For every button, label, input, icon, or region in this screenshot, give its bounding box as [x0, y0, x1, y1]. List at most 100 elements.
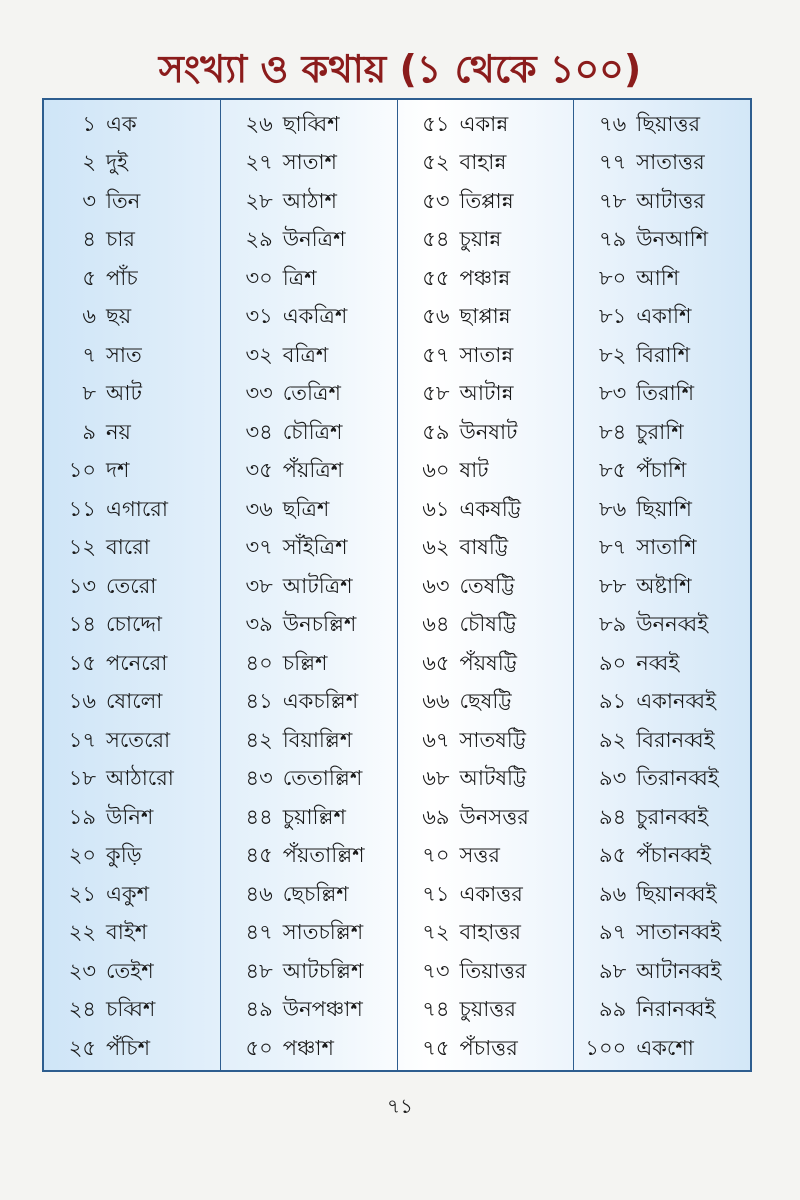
table-row: ২৫ পঁচিশ [44, 1030, 220, 1069]
table-row: ৩৮ আটত্রিশ [221, 568, 397, 607]
table-row: ১৪ চোদ্দো [44, 607, 220, 646]
number-numeral: ৯১ [598, 689, 627, 714]
number-word: পনেরো [106, 650, 168, 675]
table-row: ৯৮ আটানব্বই [574, 953, 750, 992]
number-word: এক [106, 111, 137, 136]
number-numeral: ৬ [82, 304, 96, 329]
table-row: ৬২ বাষট্টি [398, 530, 574, 569]
number-word: বাষট্টি [459, 535, 509, 560]
number-word: উনসত্তর [459, 804, 529, 829]
number-word: সাতাশ [282, 150, 337, 175]
table-row: ৯৭ সাতানব্বই [574, 915, 750, 954]
table-row: ৫৭ সাতান্ন [398, 337, 574, 376]
number-numeral: ৪৫ [245, 843, 273, 868]
number-numeral: ৯২ [598, 727, 627, 752]
number-word: পঁয়ষট্টি [459, 650, 517, 675]
number-numeral: ৮৯ [598, 612, 627, 637]
number-word: অষ্টাশি [636, 573, 692, 598]
table-row: ৯৫ পঁচানব্বই [574, 838, 750, 877]
page-title: সংখ্যা ও কথায় (১ থেকে ১০০) [158, 47, 642, 91]
number-numeral: ৭৭ [598, 150, 627, 175]
table-row: ২২ বাইশ [44, 915, 220, 954]
table-row: ৭০ সত্তর [398, 838, 574, 877]
number-numeral: ৭৫ [422, 1035, 450, 1060]
table-row: ৭৪ চুয়াত্তর [398, 992, 574, 1031]
number-word: এগারো [106, 496, 168, 521]
table-row: ৬০ ষাট [398, 453, 574, 492]
number-word: বাইশ [106, 920, 148, 945]
number-word: পঁয়ত্রিশ [282, 458, 344, 483]
number-numeral: ৩৭ [245, 535, 273, 560]
number-word: পাঁচ [106, 265, 138, 290]
number-word: বারো [106, 535, 150, 560]
table-row: ৮০ আশি [574, 260, 750, 299]
number-numeral: ২৬ [245, 111, 273, 136]
number-numeral: ৬২ [422, 535, 450, 560]
table-row: ১ এক [44, 106, 220, 145]
number-numeral: ৭৩ [422, 958, 450, 983]
table-row: ৫৯ উনষাট [398, 414, 574, 453]
number-word: বিরাশি [636, 342, 691, 367]
number-word: তেষট্টি [459, 573, 515, 598]
number-numeral: ২২ [68, 920, 96, 945]
number-word: আট [106, 381, 142, 406]
number-numeral: ২০ [68, 843, 96, 868]
number-numeral: ৮৬ [598, 496, 627, 521]
number-word: তিরাশি [636, 381, 695, 406]
number-numeral: ৯৬ [598, 881, 627, 906]
table-row: ৮৯ উননব্বই [574, 607, 750, 646]
number-numeral: ৮১ [598, 304, 627, 329]
number-word: উননব্বই [636, 612, 709, 637]
table-row: ৬৭ সাতষট্টি [398, 722, 574, 761]
number-numeral: ১৫ [68, 650, 96, 675]
table-row: ৯১ একানব্বই [574, 684, 750, 723]
number-numeral: ৫৭ [422, 342, 450, 367]
table-row: ৭৫ পঁচাত্তর [398, 1030, 574, 1069]
table-row: ৩ তিন [44, 183, 220, 222]
number-word: আটত্রিশ [282, 573, 353, 598]
number-word: ছয় [106, 304, 132, 329]
table-row: ১৯ উনিশ [44, 799, 220, 838]
number-numeral: ৭৪ [422, 997, 450, 1022]
number-numeral: ৯৭ [598, 920, 627, 945]
number-word: চৌত্রিশ [282, 419, 343, 444]
number-numeral: ১৪ [68, 612, 96, 637]
number-word: দশ [106, 458, 130, 483]
number-numeral: ৭০ [422, 843, 450, 868]
number-numeral: ৭ [82, 342, 96, 367]
table-row: ৮৭ সাতাশি [574, 530, 750, 569]
number-numeral: ২১ [68, 881, 96, 906]
number-word: একশো [636, 1035, 694, 1060]
number-word: ছিয়াত্তর [636, 111, 701, 136]
table-row: ২ দুই [44, 145, 220, 184]
table-row: ৯০ নব্বই [574, 645, 750, 684]
number-numeral: ৯৩ [598, 766, 627, 791]
number-numeral: ৬৬ [422, 689, 450, 714]
table-row: ১৫ পনেরো [44, 645, 220, 684]
table-row: ২৭ সাতাশ [221, 145, 397, 184]
table-row: ৪৯ উনপঞ্চাশ [221, 992, 397, 1031]
table-row: ১৭ সতেরো [44, 722, 220, 761]
number-numeral: ১ [82, 111, 96, 136]
table-row: ৩৭ সাঁইত্রিশ [221, 530, 397, 569]
number-numeral: ৩০ [245, 265, 273, 290]
table-row: ১৩ তেরো [44, 568, 220, 607]
number-word: একত্রিশ [282, 304, 348, 329]
number-numeral: ৫৪ [422, 227, 450, 252]
number-numeral: ৪৮ [245, 958, 273, 983]
number-word: ছাপ্পান্ন [459, 304, 511, 329]
table-row: ৬১ একষট্টি [398, 491, 574, 530]
table-row: ৫৮ আটান্ন [398, 376, 574, 415]
number-word: সতেরো [106, 727, 171, 752]
number-word: কুড়ি [106, 843, 142, 868]
number-numeral: ১৮ [68, 766, 96, 791]
number-word: দুই [106, 150, 128, 175]
table-row: ৫৫ পঞ্চান্ন [398, 260, 574, 299]
number-word: উনষাট [459, 419, 518, 444]
table-row: ৩৫ পঁয়ত্রিশ [221, 453, 397, 492]
number-numeral: ১১ [68, 496, 96, 521]
table-row: ৭৯ উনআশি [574, 222, 750, 261]
number-word: সাত [106, 342, 142, 367]
number-numeral: ৫১ [422, 111, 450, 136]
number-word: উনচল্লিশ [282, 612, 357, 637]
